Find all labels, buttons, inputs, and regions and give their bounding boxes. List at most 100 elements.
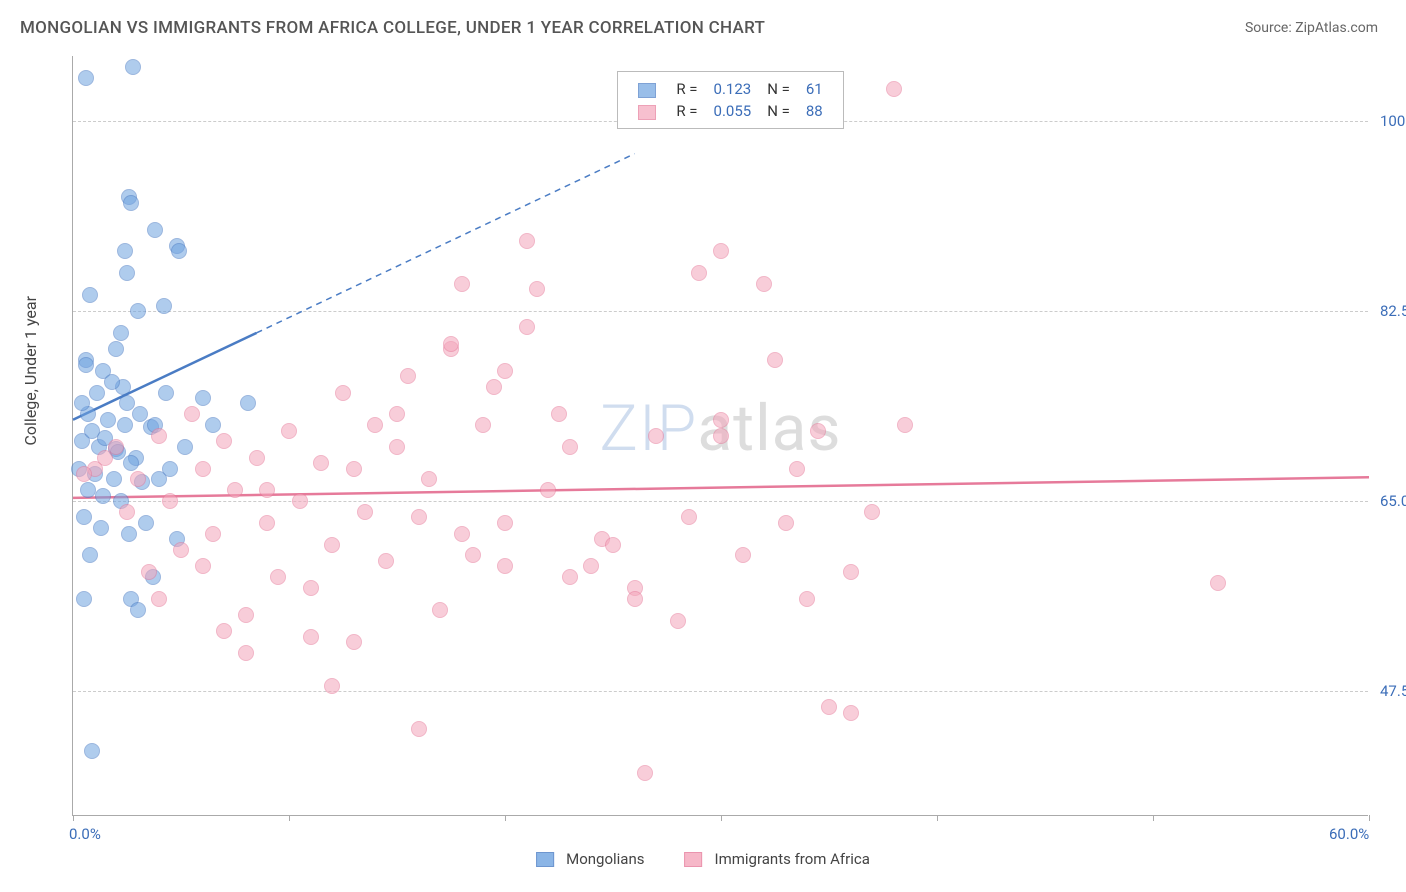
chart-title: MONGOLIAN VS IMMIGRANTS FROM AFRICA COLL… (20, 18, 765, 38)
data-point (195, 390, 211, 406)
x-tick-label: 0.0% (69, 825, 101, 843)
stats-legend: R =0.123 N =61 R =0.055 N =88 (617, 71, 843, 129)
data-point (681, 509, 697, 525)
data-point (670, 613, 686, 629)
data-point (141, 564, 157, 580)
data-point (125, 59, 141, 75)
data-point (173, 542, 189, 558)
data-point (324, 678, 340, 694)
data-point (108, 341, 124, 357)
data-point (421, 471, 437, 487)
data-point (216, 623, 232, 639)
data-point (171, 243, 187, 259)
data-point (249, 450, 265, 466)
y-tick-label: 100.0% (1378, 112, 1406, 130)
chart-container: College, Under 1 year ZIPatlas 47.5%65.0… (48, 56, 1368, 816)
data-point (324, 537, 340, 553)
data-point (184, 406, 200, 422)
data-point (1210, 575, 1226, 591)
data-point (117, 243, 133, 259)
data-point (151, 428, 167, 444)
data-point (389, 439, 405, 455)
data-point (132, 406, 148, 422)
data-point (378, 553, 394, 569)
data-point (389, 406, 405, 422)
legend: MongoliansImmigrants from Africa (536, 850, 870, 868)
data-point (281, 423, 297, 439)
data-point (400, 368, 416, 384)
data-point (648, 428, 664, 444)
data-point (454, 526, 470, 542)
data-point (562, 439, 578, 455)
y-tick-label: 47.5% (1378, 682, 1406, 700)
data-point (95, 488, 111, 504)
data-point (357, 504, 373, 520)
data-point (259, 515, 275, 531)
data-point (767, 352, 783, 368)
data-point (519, 233, 535, 249)
data-point (93, 520, 109, 536)
legend-item: Mongolians (536, 850, 644, 868)
data-point (475, 417, 491, 433)
data-point (303, 580, 319, 596)
data-point (76, 509, 92, 525)
data-point (151, 591, 167, 607)
data-point (551, 406, 567, 422)
data-point (76, 466, 92, 482)
data-point (270, 569, 286, 585)
data-point (583, 558, 599, 574)
y-tick-label: 82.5% (1378, 302, 1406, 320)
data-point (519, 319, 535, 335)
y-axis-label: College, Under 1 year (21, 296, 40, 446)
data-point (627, 591, 643, 607)
data-point (735, 547, 751, 563)
data-point (76, 591, 92, 607)
data-point (367, 417, 383, 433)
data-point (886, 81, 902, 97)
data-point (821, 699, 837, 715)
data-point (411, 721, 427, 737)
data-point (78, 70, 94, 86)
data-point (205, 526, 221, 542)
data-point (123, 195, 139, 211)
data-point (89, 385, 105, 401)
data-point (335, 385, 351, 401)
data-point (864, 504, 880, 520)
y-tick-label: 65.0% (1378, 492, 1406, 510)
data-point (123, 455, 139, 471)
data-point (130, 471, 146, 487)
data-point (162, 493, 178, 509)
data-point (691, 265, 707, 281)
data-point (346, 461, 362, 477)
data-point (227, 482, 243, 498)
data-point (205, 417, 221, 433)
data-point (119, 265, 135, 281)
data-point (637, 765, 653, 781)
data-point (119, 504, 135, 520)
data-point (497, 558, 513, 574)
data-point (486, 379, 502, 395)
data-point (465, 547, 481, 563)
data-point (313, 455, 329, 471)
data-point (113, 325, 129, 341)
data-point (897, 417, 913, 433)
data-point (432, 602, 448, 618)
data-point (162, 461, 178, 477)
data-point (130, 303, 146, 319)
data-point (117, 417, 133, 433)
data-point (443, 336, 459, 352)
data-point (713, 428, 729, 444)
data-point (799, 591, 815, 607)
data-point (106, 471, 122, 487)
data-point (130, 602, 146, 618)
data-point (303, 629, 319, 645)
data-point (121, 526, 137, 542)
data-point (529, 281, 545, 297)
data-point (843, 705, 859, 721)
data-point (756, 276, 772, 292)
x-tick-label: 60.0% (1329, 825, 1369, 843)
data-point (778, 515, 794, 531)
data-point (810, 423, 826, 439)
data-point (789, 461, 805, 477)
data-point (346, 634, 362, 650)
